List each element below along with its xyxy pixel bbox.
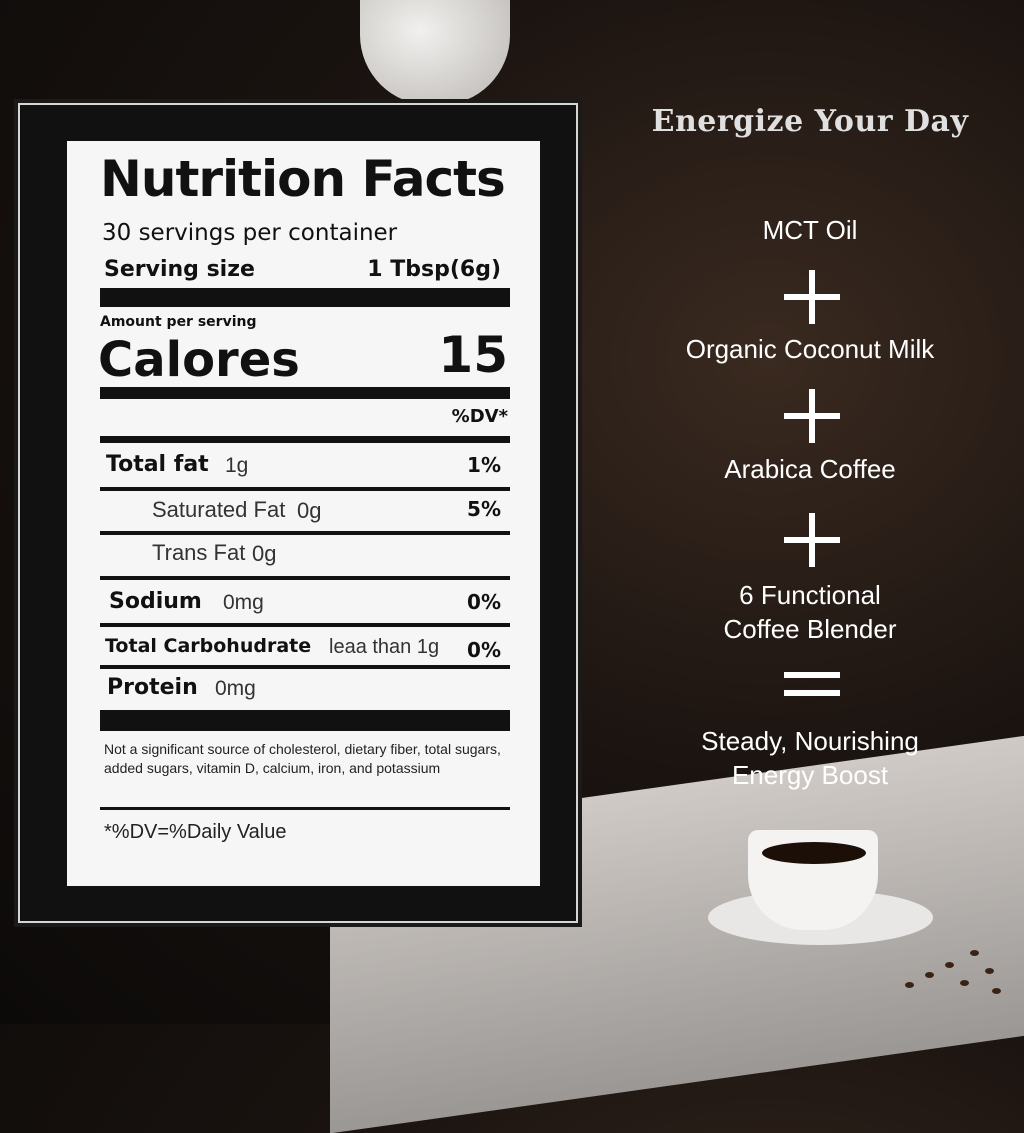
plus-icon — [809, 270, 815, 324]
protein-label: Protein — [107, 675, 198, 700]
sodium-label: Sodium — [109, 589, 202, 614]
heading: Energize Your Day — [651, 104, 969, 139]
divider — [100, 531, 510, 535]
ingredient-functional-line2: Coffee Blender — [723, 614, 897, 644]
divider — [100, 436, 510, 443]
saturated-fat-dv: 5% — [467, 497, 501, 521]
lamp-photo — [360, 0, 510, 105]
serving-size-label: Serving size — [104, 257, 255, 282]
servings-per-container: 30 servings per container — [102, 220, 398, 246]
divider — [100, 387, 510, 399]
label-title: Nutrition Facts — [100, 150, 506, 208]
equals-icon — [784, 672, 840, 678]
protein-amount: 0mg — [215, 677, 256, 700]
divider — [100, 288, 510, 307]
coffee-bean — [945, 962, 954, 968]
plus-icon — [809, 389, 815, 443]
divider — [100, 576, 510, 580]
calories-label: Calores — [98, 332, 300, 388]
nutrition-label — [67, 141, 540, 886]
ingredient-functional-line1: 6 Functional — [739, 580, 881, 610]
total-fat-dv: 1% — [467, 453, 501, 477]
divider — [100, 710, 510, 731]
ingredient-coconut-milk: Organic Coconut Milk — [685, 334, 935, 364]
result-line2: Energy Boost — [731, 760, 889, 790]
saturated-fat-label: Saturated Fat — [152, 497, 286, 522]
coffee-bean — [960, 980, 969, 986]
total-fat-amount: 1g — [225, 454, 249, 477]
result-line1: Steady, Nourishing — [701, 726, 919, 756]
footnote: Not a significant source of cholesterol,… — [104, 741, 501, 776]
divider — [100, 487, 510, 491]
divider — [100, 623, 510, 627]
coffee-bean — [985, 968, 994, 974]
sodium-dv: 0% — [467, 590, 501, 614]
divider — [100, 807, 510, 810]
saturated-fat-amount: 0g — [297, 498, 322, 523]
coffee-surface — [762, 842, 866, 864]
trans-fat-label: Trans Fat — [152, 540, 246, 565]
dv-header: %DV* — [451, 406, 508, 427]
carbohydrate-amount: leaa than 1g — [329, 636, 440, 658]
total-fat-label: Total fat — [106, 452, 209, 477]
carbohydrate-label: Total Carbohudrate — [105, 635, 312, 657]
ingredient-arabica-coffee: Arabica Coffee — [724, 454, 896, 484]
divider — [100, 665, 510, 669]
coffee-bean — [970, 950, 979, 956]
sodium-amount: 0mg — [223, 591, 264, 614]
plus-icon — [809, 513, 815, 567]
ingredient-mct-oil: MCT Oil — [762, 215, 858, 245]
trans-fat-amount: 0g — [252, 541, 277, 566]
dv-note: *%DV=%Daily Value — [104, 821, 287, 843]
coffee-bean — [925, 972, 934, 978]
equals-icon — [784, 690, 840, 696]
serving-size-value: 1 Tbsp(6g) — [367, 257, 501, 282]
calories-value: 15 — [438, 326, 508, 384]
carbohydrate-dv: 0% — [467, 638, 501, 662]
amount-per-serving: Amount per serving — [100, 314, 257, 330]
coffee-bean — [992, 988, 1001, 994]
coffee-bean — [905, 982, 914, 988]
